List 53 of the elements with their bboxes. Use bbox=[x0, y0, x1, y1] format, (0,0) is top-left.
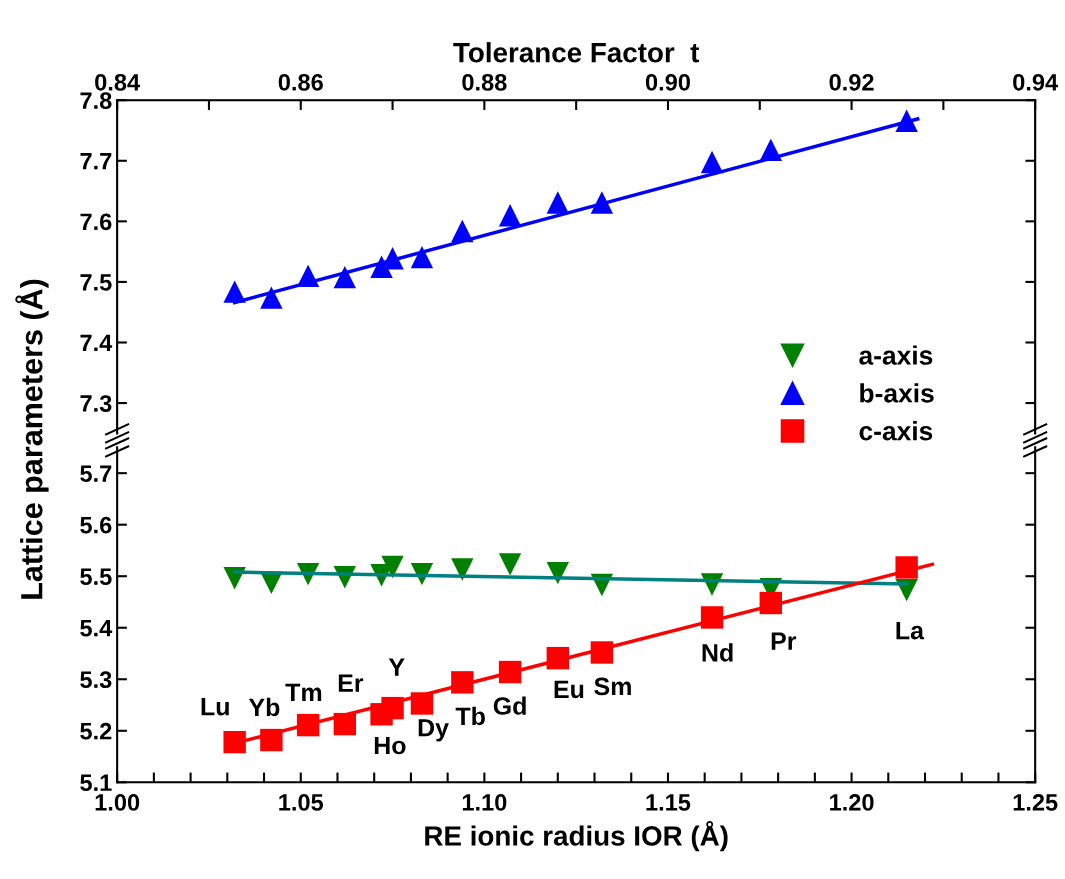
x2-axis-title: Tolerance Factor t bbox=[453, 42, 700, 63]
annotation: Y bbox=[388, 658, 405, 676]
annotation: Tm bbox=[285, 683, 322, 702]
y-tick-label: 5.1 bbox=[80, 774, 112, 792]
annotation: La bbox=[896, 622, 925, 640]
x2-tick-label: 0.88 bbox=[462, 73, 507, 91]
annotation: Tb bbox=[455, 706, 485, 726]
x2-tick-label: 0.92 bbox=[829, 73, 874, 91]
point bbox=[451, 558, 474, 581]
y-tick-label: 5.3 bbox=[80, 671, 112, 689]
annotation: Lu bbox=[201, 698, 229, 716]
x-tick-label: 1.15 bbox=[646, 794, 691, 811]
y-tick-label: 7.5 bbox=[80, 274, 112, 291]
x2-tick-label: 0.86 bbox=[278, 73, 323, 91]
point bbox=[498, 553, 522, 576]
x-tick-label: 1.00 bbox=[95, 794, 140, 811]
x-tick-label: 1.05 bbox=[279, 794, 324, 811]
x-tick-label: 1.20 bbox=[830, 794, 874, 811]
annotation: Yb bbox=[248, 697, 280, 717]
y-tick-label: 7.7 bbox=[80, 153, 112, 170]
x-axis-title: RE ionic radius IOR (Å) bbox=[425, 820, 728, 852]
point bbox=[260, 286, 283, 309]
x2-tick-label: 0.94 bbox=[1013, 73, 1059, 91]
y-tick-label: 7.8 bbox=[80, 92, 112, 109]
x2-tick-label: 0.84 bbox=[95, 73, 140, 91]
annotation: Gd bbox=[493, 696, 526, 715]
point bbox=[381, 555, 404, 579]
point bbox=[223, 730, 246, 754]
x-tick-label: 1.10 bbox=[462, 794, 507, 811]
annotation: Er bbox=[338, 674, 364, 692]
y-axis-title: Lattice parameters (Å) bbox=[15, 279, 49, 599]
x-tick-label: 1.25 bbox=[1013, 794, 1058, 811]
legend-label: b-axis bbox=[860, 383, 934, 403]
y-tick-label: 5.2 bbox=[80, 722, 112, 740]
x2-tick-label: 0.90 bbox=[645, 73, 690, 91]
annotation: Sm bbox=[594, 677, 631, 696]
legend-label: c-axis bbox=[859, 421, 933, 441]
y-tick-label: 5.5 bbox=[80, 568, 112, 586]
annotation: Ho bbox=[374, 736, 406, 755]
y-tick-label: 7.6 bbox=[80, 213, 112, 231]
y-tick-label: 5.4 bbox=[80, 620, 113, 637]
point bbox=[546, 191, 569, 214]
annotation: Nd bbox=[702, 643, 733, 662]
y-tick-label: 5.6 bbox=[80, 516, 112, 534]
annotation: Dy bbox=[418, 719, 449, 742]
y-tick-label: 7.4 bbox=[80, 334, 113, 352]
y-tick-label: 5.7 bbox=[80, 465, 112, 482]
y-tick-label: 7.3 bbox=[80, 395, 112, 412]
annotation: Pr bbox=[771, 632, 797, 650]
legend-label: a-axis bbox=[859, 345, 933, 365]
point bbox=[333, 265, 357, 289]
annotation: Eu bbox=[554, 680, 584, 699]
point bbox=[498, 204, 522, 227]
